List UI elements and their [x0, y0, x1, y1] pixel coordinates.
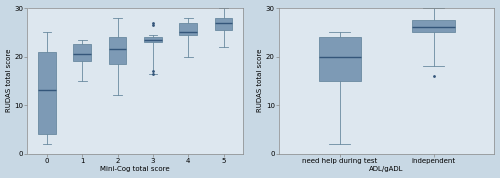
- PathPatch shape: [180, 23, 197, 35]
- PathPatch shape: [215, 18, 232, 30]
- PathPatch shape: [109, 37, 126, 64]
- PathPatch shape: [38, 52, 56, 134]
- PathPatch shape: [144, 37, 162, 42]
- Y-axis label: RUDAS total score: RUDAS total score: [257, 49, 263, 112]
- X-axis label: Mini-Cog total score: Mini-Cog total score: [100, 166, 170, 172]
- PathPatch shape: [74, 44, 91, 61]
- PathPatch shape: [318, 37, 361, 81]
- X-axis label: ADL/gADL: ADL/gADL: [370, 166, 404, 172]
- PathPatch shape: [412, 20, 455, 32]
- Y-axis label: RUDAS total score: RUDAS total score: [6, 49, 12, 112]
